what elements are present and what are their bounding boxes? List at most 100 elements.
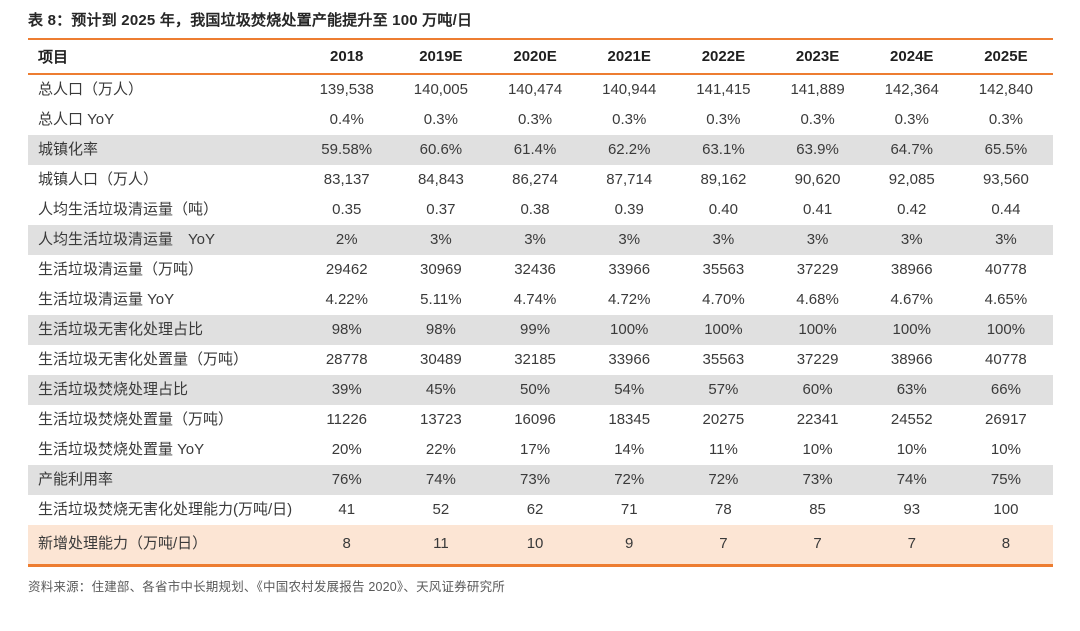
table-title: 表 8：预计到 2025 年，我国垃圾焚烧处置产能提升至 100 万吨/日 xyxy=(28,12,473,29)
row-label: 生活垃圾无害化处置量（万吨） xyxy=(38,351,249,368)
cell-value: 32185 xyxy=(514,351,556,368)
cell-value: 33966 xyxy=(608,351,651,368)
cell-value: 8 xyxy=(299,525,394,566)
cell-value: 74% xyxy=(393,465,488,495)
cell-value: 0.3% xyxy=(517,111,553,128)
cell-value: 33966 xyxy=(608,261,651,278)
cell-value: 64.7% xyxy=(864,135,959,165)
cell-value: 100% xyxy=(958,315,1053,345)
cell-value: 9 xyxy=(582,525,677,566)
table-row: 城镇人口（万人） 83,137 84,843 86,274 87,714 89,162 90… xyxy=(28,165,1053,195)
cell-value: 37229 xyxy=(796,351,839,368)
cell-value: 20% xyxy=(331,441,362,458)
table-row: 生活垃圾清运量（万吨） 29462 30969 32436 33966 35563 3722… xyxy=(28,255,1053,285)
cell-value: 35563 xyxy=(702,351,745,368)
column-header-year: 2022E xyxy=(676,39,771,75)
cell-value: 98% xyxy=(393,315,488,345)
cell-value: 4.72% xyxy=(607,291,651,308)
cell-value: 40778 xyxy=(985,261,1027,278)
cell-value: 3% xyxy=(582,225,677,255)
cell-value: 0.3% xyxy=(423,111,458,128)
cell-value: 100% xyxy=(582,315,677,345)
cell-value: 4.70% xyxy=(702,291,745,308)
cell-value: 10% xyxy=(802,441,833,458)
cell-value: 71 xyxy=(620,501,638,518)
cell-value: 100% xyxy=(864,315,959,345)
cell-value: 0.4% xyxy=(329,111,364,128)
cell-value: 20275 xyxy=(702,411,745,428)
cell-value: 24552 xyxy=(890,411,933,428)
cell-value: 0.3% xyxy=(988,111,1024,128)
cell-value: 62 xyxy=(526,501,544,518)
cell-value: 65.5% xyxy=(958,135,1053,165)
table-row: 生活垃圾焚烧处置量（万吨） 11226 13723 16096 18345 20275 22… xyxy=(28,405,1053,435)
cell-value: 50% xyxy=(487,375,583,405)
cell-value: 74% xyxy=(864,465,959,495)
cell-value: 72% xyxy=(582,465,677,495)
cell-value: 17% xyxy=(520,441,551,458)
cell-value: 0.39 xyxy=(614,201,644,218)
cell-value: 99% xyxy=(487,315,583,345)
cell-value: 57% xyxy=(676,375,771,405)
cell-value: 22341 xyxy=(796,411,839,428)
table-row: 生活垃圾清运量 YoY 4.22% 5.11% 4.74% 4.72% 4.70% 4.68… xyxy=(28,285,1053,315)
cell-value: 61.4% xyxy=(487,135,583,165)
cell-value: 3% xyxy=(958,225,1053,255)
cell-value: 0.38 xyxy=(520,201,550,218)
column-header-item: 项目 xyxy=(28,39,300,75)
cell-value: 30969 xyxy=(420,261,462,278)
cell-value: 14% xyxy=(614,441,645,458)
cell-value: 4.65% xyxy=(984,291,1028,308)
source-note: 资料来源：住建部、各省市中长期规划、《中国农村发展报告 2020》、天风证券研究… xyxy=(28,580,505,594)
cell-value: 35563 xyxy=(702,261,745,278)
column-header-year: 2021E xyxy=(582,39,677,75)
cell-value: 142,364 xyxy=(884,81,939,98)
table-body: 总人口（万人） 139,538 140,005 140,474 140,944 141,4… xyxy=(28,74,1053,566)
table-header-row: 项目 2018 2019E 2020E 2021E 2022E 2023E 2024E 2025… xyxy=(28,39,1053,75)
cell-value: 142,840 xyxy=(978,81,1034,98)
row-label: 生活垃圾焚烧处置量 YoY xyxy=(38,441,205,458)
row-label: 生活垃圾无害化处理占比 xyxy=(28,315,300,345)
column-header-year: 2023E xyxy=(770,39,865,75)
cell-value: 5.11% xyxy=(420,291,462,308)
cell-value: 38966 xyxy=(890,351,933,368)
table-row: 总人口 YoY 0.4% 0.3% 0.3% 0.3% 0.3% 0.3% 0.3% 0.3% xyxy=(28,105,1053,135)
table-row: 新增处理能力（万吨/日） 8 11 10 9 7 7 7 8 xyxy=(28,525,1053,566)
cell-value: 0.3% xyxy=(800,111,835,128)
cell-value: 90,620 xyxy=(794,171,841,188)
cell-value: 10% xyxy=(896,441,927,458)
cell-value: 60.6% xyxy=(393,135,488,165)
cell-value: 73% xyxy=(487,465,583,495)
cell-value: 41 xyxy=(338,501,356,518)
table-row: 生活垃圾焚烧无害化处理能力(万吨/日) 41 52 62 71 78 85 93 100 xyxy=(28,495,1053,525)
cell-value: 39% xyxy=(299,375,394,405)
table-row: 生活垃圾无害化处理占比 98% 98% 99% 100% 100% 100% 100% 100% xyxy=(28,315,1053,345)
cell-value: 3% xyxy=(393,225,488,255)
cell-value: 11226 xyxy=(326,411,368,428)
cell-value: 11 xyxy=(393,525,488,566)
cell-value: 54% xyxy=(582,375,677,405)
cell-value: 52 xyxy=(432,501,450,518)
cell-value: 87,714 xyxy=(606,171,653,188)
cell-value: 18345 xyxy=(608,411,651,428)
cell-value: 32436 xyxy=(514,261,556,278)
table-row: 总人口（万人） 139,538 140,005 140,474 140,944 141,4… xyxy=(28,74,1053,105)
cell-value: 93 xyxy=(903,501,921,518)
row-label: 人均生活垃圾清运量 YoY xyxy=(28,225,300,255)
cell-value: 26917 xyxy=(985,411,1027,428)
cell-value: 4.67% xyxy=(890,291,934,308)
cell-value: 100 xyxy=(993,501,1019,518)
cell-value: 141,415 xyxy=(696,81,751,98)
cell-value: 93,560 xyxy=(982,171,1029,188)
table-block: 表 8：预计到 2025 年，我国垃圾焚烧处置产能提升至 100 万吨/日 项目… xyxy=(28,9,1053,595)
cell-value: 140,474 xyxy=(507,81,563,98)
row-label: 总人口 YoY xyxy=(38,111,115,128)
cell-value: 4.68% xyxy=(796,291,839,308)
cell-value: 66% xyxy=(958,375,1053,405)
cell-value: 98% xyxy=(299,315,394,345)
cell-value: 84,843 xyxy=(417,171,464,188)
cell-value: 76% xyxy=(299,465,394,495)
forecast-table: 项目 2018 2019E 2020E 2021E 2022E 2023E 2024E 2025… xyxy=(28,38,1053,567)
row-label: 生活垃圾焚烧处理占比 xyxy=(28,375,300,405)
